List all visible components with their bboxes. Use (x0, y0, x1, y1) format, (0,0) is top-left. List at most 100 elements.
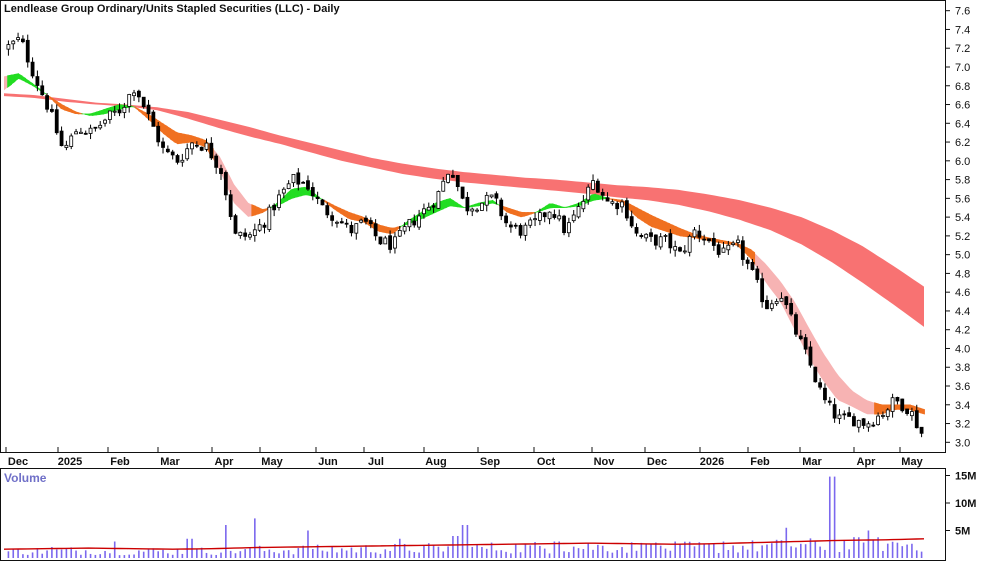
volume-bar (761, 545, 763, 558)
volume-bar (645, 543, 647, 558)
candle-body (291, 173, 296, 184)
volume-bar (403, 544, 406, 558)
candle-body (552, 214, 557, 218)
volume-bar (659, 545, 662, 558)
candle-body (765, 299, 769, 310)
candle-body (890, 397, 895, 412)
volume-bar (118, 555, 121, 558)
volume-bar (635, 550, 638, 558)
candle-body (451, 174, 455, 178)
volume-bar (418, 552, 420, 558)
candle-body (25, 39, 30, 63)
volume-bar (746, 549, 749, 558)
candle-body (69, 135, 74, 147)
volume-bar (751, 540, 754, 558)
volume-bar (7, 551, 10, 558)
y-tick-label: 7.6 (955, 6, 970, 18)
volume-bar (799, 543, 802, 558)
candle-body (740, 240, 745, 260)
volume-bar (674, 541, 676, 558)
volume-bar (785, 527, 788, 558)
candle-body (373, 223, 378, 237)
volume-bar (321, 550, 324, 558)
candle-body (919, 426, 924, 434)
candle-body (537, 212, 542, 221)
candle-body (856, 419, 861, 428)
volume-bar (853, 537, 855, 558)
candle-body (103, 119, 107, 124)
candle-body (78, 131, 83, 134)
candle-body (876, 415, 880, 425)
candle-body (861, 418, 866, 426)
x-tick-label: Oct (537, 456, 556, 468)
volume-bar (548, 553, 551, 558)
volume-bar (640, 542, 643, 558)
y-tick-label: 3.4 (955, 400, 970, 412)
volume-bar (442, 551, 445, 558)
candle-body (368, 220, 373, 225)
volume-bar (485, 548, 488, 558)
volume-bar (133, 554, 135, 558)
volume-bar (814, 540, 817, 558)
volume-bar (369, 552, 372, 558)
y-tick-label: 6.2 (955, 137, 970, 149)
volume-bar (365, 545, 367, 558)
volume-bar (65, 548, 68, 558)
volume-bar (626, 552, 628, 558)
date-x-axis: Dec 2025 Feb Mar Apr May Jun Jul Aug Sep Oct Nov Dec… (5, 447, 924, 468)
volume-bar (824, 549, 826, 558)
volume-bar (55, 549, 58, 558)
candle-body (223, 172, 228, 196)
candle-body (736, 239, 740, 243)
volume-bar (688, 541, 691, 558)
volume-bar (568, 552, 570, 558)
long-band-area (4, 93, 924, 327)
candle-body (112, 110, 117, 113)
candle-body (296, 172, 301, 185)
candle-body (465, 196, 470, 212)
candle-body (658, 236, 663, 248)
x-tick-label: Dec (647, 456, 667, 468)
candle-body (504, 215, 508, 224)
candle-body (209, 142, 214, 159)
candle-body (407, 218, 412, 228)
volume-bar (75, 550, 77, 558)
candle-body (557, 215, 562, 220)
volume-bar (519, 552, 522, 558)
volume-bar (920, 551, 923, 558)
volume-bar (171, 554, 174, 558)
candle-body (301, 181, 306, 184)
volume-bar (84, 550, 87, 558)
candle-body (59, 130, 64, 147)
y-tick-label: 3.0 (955, 437, 970, 449)
candle-body (310, 187, 315, 197)
candle-body (847, 412, 852, 417)
volume-bar (147, 549, 150, 558)
volume-bar (582, 549, 585, 558)
y-tick-label: 4.6 (955, 287, 970, 299)
volume-bar (804, 544, 807, 558)
volume-bar (94, 554, 97, 558)
volume-bar (867, 530, 870, 558)
candle-body (54, 109, 59, 134)
band-crossover-segment (750, 248, 756, 265)
band-crossover-segment (460, 204, 465, 209)
candle-body (16, 37, 20, 40)
volume-bar (229, 550, 232, 558)
volume-bar (601, 545, 604, 558)
volume-bar (563, 551, 565, 558)
volume-bar (283, 550, 285, 558)
volume-bar (447, 546, 449, 558)
candle-body (692, 229, 697, 238)
volume-bar (514, 544, 517, 558)
candle-body (412, 220, 417, 226)
x-tick-label: Apr (857, 456, 877, 468)
volume-bar (249, 547, 251, 558)
volume-bar (877, 537, 879, 558)
x-tick-label: Feb (750, 456, 770, 468)
volume-bar (263, 551, 266, 558)
candle-body (731, 242, 736, 245)
candle-body (286, 183, 291, 190)
volume-bar (36, 548, 39, 558)
candle-body (620, 201, 624, 208)
